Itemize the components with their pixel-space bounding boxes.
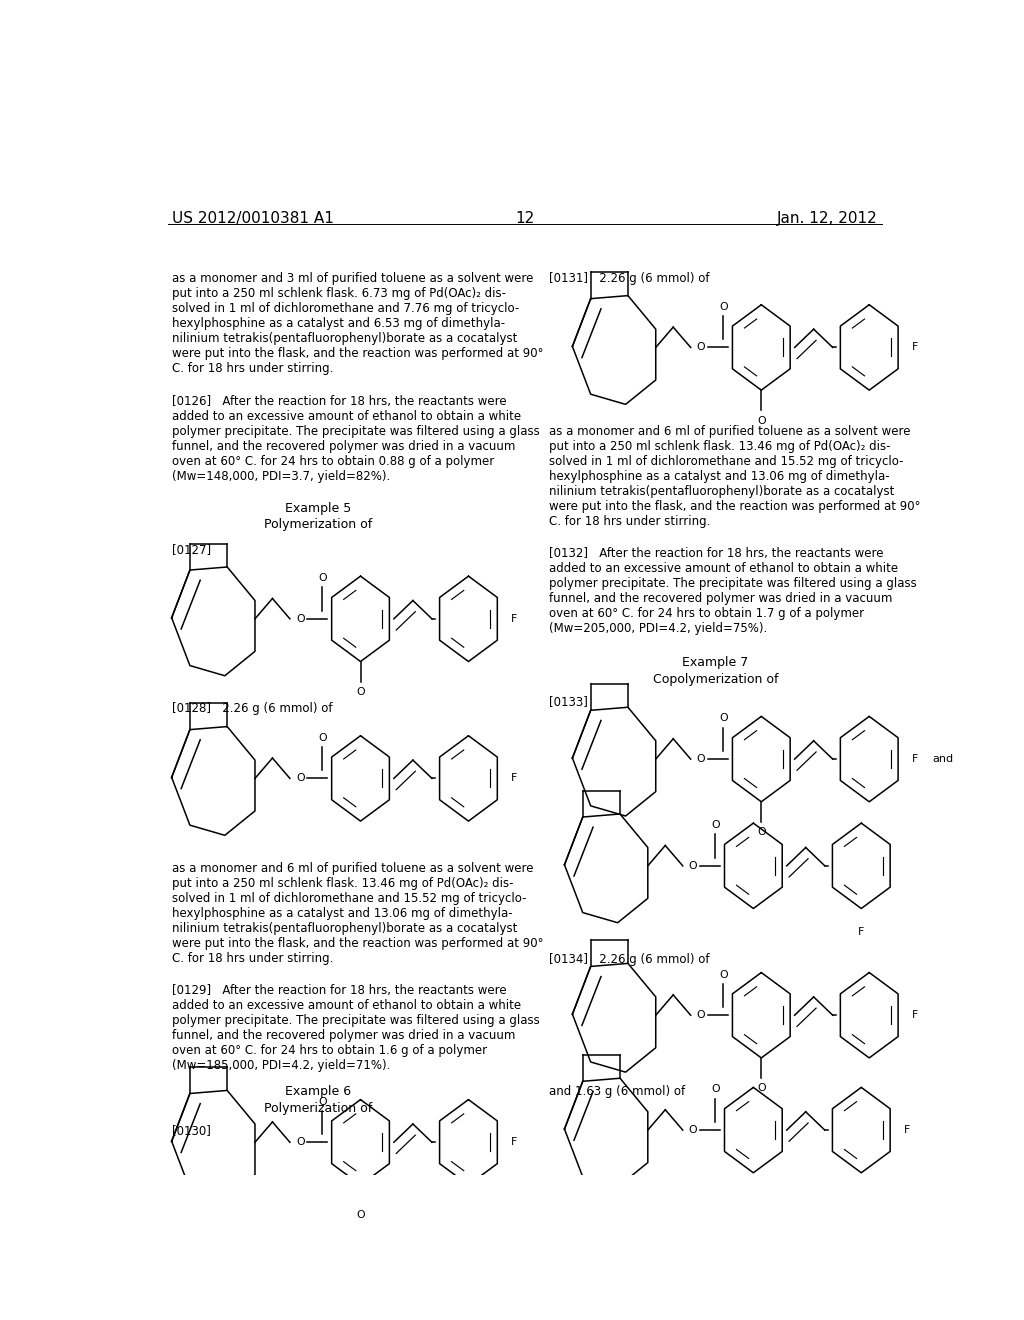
- Text: O: O: [719, 302, 727, 312]
- Text: O: O: [356, 686, 365, 697]
- Text: Polymerization of: Polymerization of: [264, 1102, 373, 1114]
- Text: O: O: [719, 713, 727, 723]
- Text: [0133]: [0133]: [549, 696, 588, 708]
- Text: O: O: [296, 1138, 304, 1147]
- Text: Example 5: Example 5: [286, 502, 351, 515]
- Text: O: O: [696, 754, 706, 764]
- Text: O: O: [318, 1097, 327, 1106]
- Text: [0130]: [0130]: [172, 1123, 211, 1137]
- Text: [0134]   2.26 g (6 mmol) of: [0134] 2.26 g (6 mmol) of: [549, 953, 709, 966]
- Text: Copolymerization of: Copolymerization of: [652, 673, 778, 685]
- Text: [0126]   After the reaction for 18 hrs, the reactants were
added to an excessive: [0126] After the reaction for 18 hrs, th…: [172, 395, 540, 483]
- Text: as a monomer and 3 ml of purified toluene as a solvent were
put into a 250 ml sc: as a monomer and 3 ml of purified toluen…: [172, 272, 543, 375]
- Text: Example 6: Example 6: [286, 1085, 351, 1098]
- Text: O: O: [719, 970, 727, 979]
- Text: Polymerization of: Polymerization of: [264, 519, 373, 531]
- Text: O: O: [318, 733, 327, 743]
- Text: O: O: [356, 1210, 365, 1221]
- Text: O: O: [296, 774, 304, 783]
- Text: O: O: [757, 828, 766, 837]
- Text: F: F: [904, 1125, 910, 1135]
- Text: O: O: [696, 1010, 706, 1020]
- Text: O: O: [757, 1084, 766, 1093]
- Text: [0129]   After the reaction for 18 hrs, the reactants were
added to an excessive: [0129] After the reaction for 18 hrs, th…: [172, 983, 540, 1072]
- Text: Jan. 12, 2012: Jan. 12, 2012: [777, 211, 878, 226]
- Text: and 1.63 g (6 mmol) of: and 1.63 g (6 mmol) of: [549, 1085, 685, 1098]
- Text: F: F: [912, 342, 919, 352]
- Text: O: O: [696, 342, 706, 352]
- Text: O: O: [711, 820, 720, 830]
- Text: [0132]   After the reaction for 18 hrs, the reactants were
added to an excessive: [0132] After the reaction for 18 hrs, th…: [549, 546, 916, 635]
- Text: 12: 12: [515, 211, 535, 226]
- Text: O: O: [296, 614, 304, 624]
- Text: F: F: [858, 927, 864, 937]
- Text: [0127]: [0127]: [172, 543, 211, 556]
- Text: F: F: [511, 614, 517, 624]
- Text: and: and: [933, 754, 953, 764]
- Text: F: F: [912, 754, 919, 764]
- Text: F: F: [511, 1138, 517, 1147]
- Text: US 2012/0010381 A1: US 2012/0010381 A1: [172, 211, 334, 226]
- Text: [0128]   2.26 g (6 mmol) of: [0128] 2.26 g (6 mmol) of: [172, 702, 332, 715]
- Text: Example 7: Example 7: [682, 656, 749, 669]
- Text: O: O: [689, 861, 697, 871]
- Text: F: F: [511, 774, 517, 783]
- Text: O: O: [711, 1085, 720, 1094]
- Text: as a monomer and 6 ml of purified toluene as a solvent were
put into a 250 ml sc: as a monomer and 6 ml of purified toluen…: [549, 425, 921, 528]
- Text: O: O: [757, 416, 766, 425]
- Text: O: O: [689, 1125, 697, 1135]
- Text: F: F: [912, 1010, 919, 1020]
- Text: O: O: [318, 573, 327, 583]
- Text: [0131]   2.26 g (6 mmol) of: [0131] 2.26 g (6 mmol) of: [549, 272, 709, 285]
- Text: as a monomer and 6 ml of purified toluene as a solvent were
put into a 250 ml sc: as a monomer and 6 ml of purified toluen…: [172, 862, 543, 965]
